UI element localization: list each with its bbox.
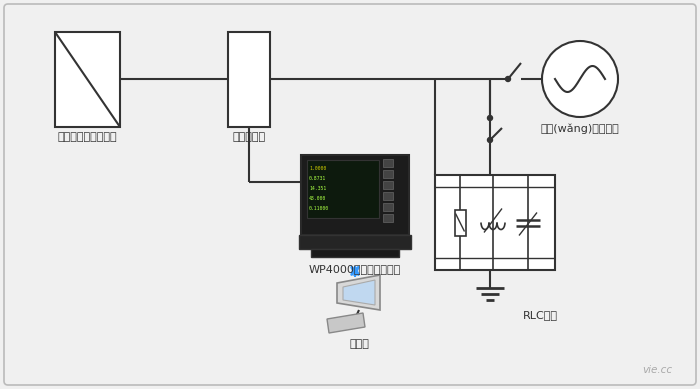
Text: 0.11000: 0.11000 (309, 205, 329, 210)
Text: vie.cc: vie.cc (642, 365, 672, 375)
Bar (383, 181, 393, 189)
Text: 上位機: 上位機 (349, 339, 369, 349)
Circle shape (487, 137, 493, 142)
Text: 1.0000: 1.0000 (309, 165, 326, 170)
Bar (383, 170, 393, 178)
Bar (299, 235, 411, 249)
Polygon shape (327, 313, 365, 333)
Circle shape (487, 116, 493, 121)
Bar (435, 175, 555, 270)
Polygon shape (337, 275, 380, 310)
Bar (454, 210, 466, 235)
Circle shape (505, 77, 510, 82)
Text: 48.000: 48.000 (309, 196, 326, 200)
Bar (301, 155, 409, 235)
Bar (307, 160, 379, 218)
Text: 太陽能光伏模擬電源: 太陽能光伏模擬電源 (57, 132, 118, 142)
Polygon shape (343, 280, 375, 305)
Text: 0.8731: 0.8731 (309, 175, 326, 180)
Bar (311, 249, 399, 257)
Text: 14.351: 14.351 (309, 186, 326, 191)
FancyBboxPatch shape (4, 4, 696, 385)
Text: 電網(wǎng)模擬電源: 電網(wǎng)模擬電源 (540, 123, 620, 133)
Bar (228, 32, 270, 127)
Text: WP4000變頻功率分析儀: WP4000變頻功率分析儀 (309, 264, 401, 274)
Text: 被試逆變器: 被試逆變器 (232, 132, 265, 142)
Bar (55, 32, 120, 127)
Text: RLC負載: RLC負載 (522, 310, 557, 320)
Bar (383, 159, 393, 167)
Bar (383, 214, 393, 222)
Bar (383, 192, 393, 200)
Bar (383, 203, 393, 211)
Circle shape (542, 41, 618, 117)
